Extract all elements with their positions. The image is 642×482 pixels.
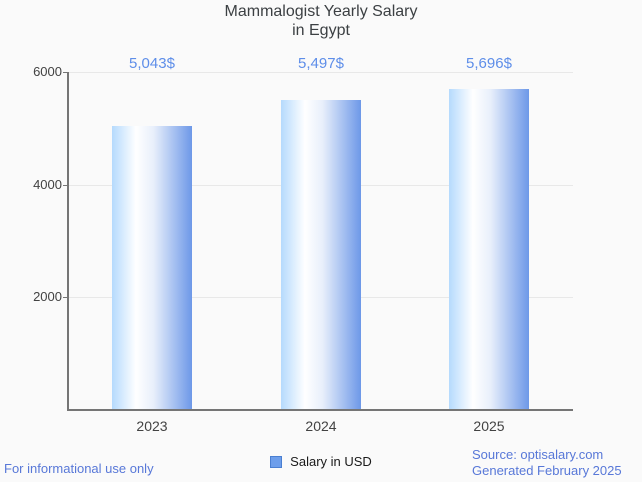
x-axis-line <box>67 409 573 411</box>
source-block: Source: optisalary.com Generated Februar… <box>472 447 622 479</box>
y-axis-line <box>67 72 69 411</box>
disclaimer-text: For informational use only <box>4 461 154 476</box>
generated-text: Generated February 2025 <box>472 463 622 478</box>
bar-value-label-2024: 5,497$ <box>298 55 344 72</box>
gridline-6000 <box>68 72 573 73</box>
y-tick-4000 <box>63 185 69 186</box>
x-axis-label-2024: 2024 <box>305 418 337 434</box>
y-tick-label-4000: 4000 <box>33 177 62 192</box>
bar-2025[interactable] <box>449 89 529 410</box>
y-tick-2000 <box>63 297 69 298</box>
legend-swatch-icon <box>270 455 283 468</box>
bar-2024[interactable] <box>281 100 361 410</box>
chart-title: Mammalogist Yearly Salary in Egypt <box>0 2 642 40</box>
y-tick-label-6000: 6000 <box>33 64 62 79</box>
bar-value-label-2023: 5,043$ <box>129 55 175 72</box>
chart-title-line1: Mammalogist Yearly Salary <box>224 3 418 20</box>
source-text: Source: optisalary.com <box>472 447 604 462</box>
legend-label: Salary in USD <box>290 454 372 469</box>
bar-2023[interactable] <box>112 126 192 410</box>
chart-title-line2: in Egypt <box>292 22 350 39</box>
legend[interactable]: Salary in USD <box>0 454 642 469</box>
x-axis-label-2023: 2023 <box>136 418 168 434</box>
x-axis-label-2025: 2025 <box>473 418 505 434</box>
y-tick-label-2000: 2000 <box>33 289 62 304</box>
y-tick-6000 <box>63 72 69 73</box>
bar-value-label-2025: 5,696$ <box>466 55 512 72</box>
